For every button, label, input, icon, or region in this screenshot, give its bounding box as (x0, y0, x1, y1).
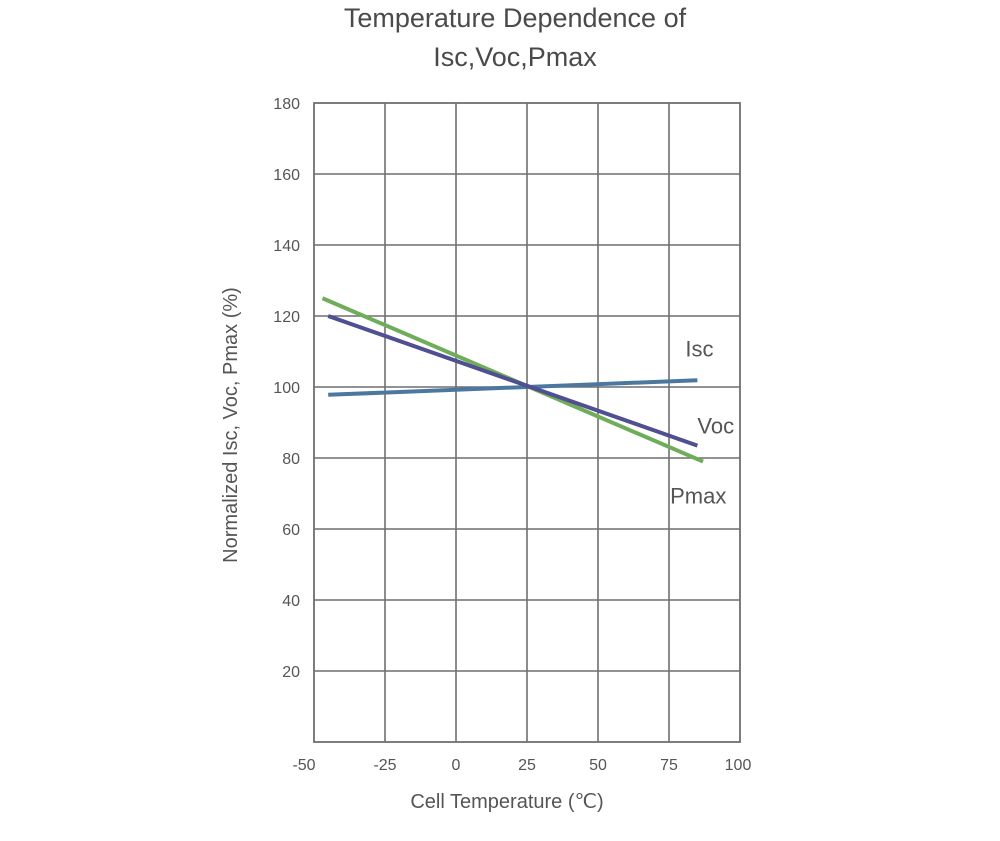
y-tick-label: 140 (273, 238, 300, 255)
series-labels: Isc Voc Pmax (670, 336, 734, 508)
y-tick-label: 120 (273, 309, 300, 326)
plot-frame (313, 102, 741, 743)
y-tick-label: 80 (282, 451, 300, 468)
y-tick-labels: 20 40 60 80 100 120 140 160 180 (273, 96, 300, 681)
series-lines (321, 296, 704, 464)
x-tick-label: 25 (518, 757, 536, 774)
series-label-pmax: Pmax (670, 484, 726, 509)
series-line-voc (327, 314, 699, 448)
x-axis-label: Cell Temperature (℃) (410, 791, 603, 813)
series-label-voc: Voc (697, 414, 734, 439)
chart-title-line-1: Temperature Dependence of (344, 3, 687, 33)
y-tick-label: 20 (282, 664, 300, 681)
grid (313, 102, 741, 743)
x-tick-label: -25 (373, 757, 396, 774)
y-tick-label: 180 (273, 96, 300, 113)
x-tick-label: -50 (292, 757, 315, 774)
y-tick-label: 60 (282, 522, 300, 539)
y-tick-label: 160 (273, 167, 300, 184)
series-line-isc (328, 378, 698, 397)
series-label-isc: Isc (685, 336, 713, 361)
chart-title: Temperature Dependence of Isc,Voc,Pmax (344, 3, 687, 72)
y-tick-label: 40 (282, 593, 300, 610)
x-tick-labels: -50 -25 0 25 50 75 100 (292, 757, 751, 774)
x-tick-label: 75 (660, 757, 678, 774)
x-tick-label: 100 (725, 757, 752, 774)
x-tick-label: 0 (452, 757, 461, 774)
y-tick-label: 100 (273, 380, 300, 397)
x-tick-label: 50 (589, 757, 607, 774)
y-axis-label: Normalized Isc, Voc, Pmax (%) (220, 287, 242, 563)
chart-title-line-2: Isc,Voc,Pmax (433, 42, 597, 72)
